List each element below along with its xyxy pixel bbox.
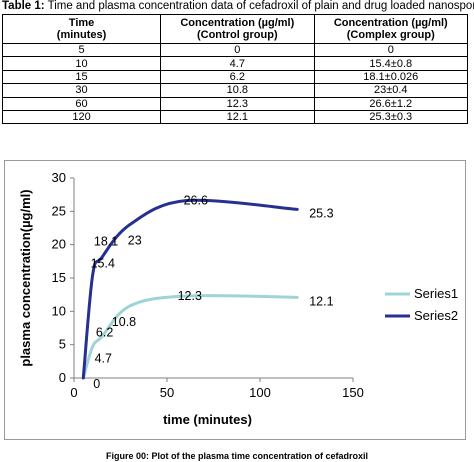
header-complex-line2: (Complex group)	[346, 29, 435, 41]
y-tick-label: 10	[52, 303, 66, 318]
header-time-line1: Time	[68, 17, 95, 29]
x-tick-label: 50	[160, 385, 174, 400]
data-label: 23	[128, 234, 142, 248]
cell-control: 6.2	[160, 69, 315, 85]
header-control: Concentration (µg/ml) (Control group)	[160, 14, 315, 44]
table-caption-label: Table 1:	[2, 0, 45, 12]
cell-time: 10	[1, 56, 162, 71]
table-caption: Table 1: Time and plasma concentration d…	[2, 0, 474, 13]
figure-caption: Figure 00: Plot of the plasma time conce…	[105, 451, 369, 461]
data-label: 25.3	[309, 206, 333, 220]
header-control-line1: Concentration (µg/ml)	[180, 17, 295, 29]
table-header-row: Time (minutes) Concentration (µg/ml) (Co…	[1, 14, 469, 44]
cell-control: 10.8	[160, 83, 315, 98]
series-line-series2	[81, 198, 299, 380]
y-tick-label: 0	[59, 370, 66, 385]
chart-frame: 0 5 10 15 20 25 30 0 50 100 150 time (minutes) plasm…	[4, 160, 466, 440]
legend-entry: Series1	[414, 286, 458, 301]
data-label: 6.2	[96, 326, 113, 340]
cell-control: 12.3	[160, 96, 315, 111]
cell-complex: 25.3±0.3	[313, 109, 469, 125]
cell-time: 120	[1, 109, 162, 125]
header-time: Time (minutes)	[1, 14, 162, 44]
cell-complex: 26.6±1.2	[313, 96, 469, 111]
y-tick-label: 30	[52, 170, 66, 185]
y-tick-label: 5	[59, 337, 66, 352]
header-complex-line1: Concentration (µg/ml)	[333, 17, 448, 29]
cell-time: 5	[1, 42, 162, 58]
cell-time: 30	[1, 83, 162, 98]
cell-control: 12.1	[160, 109, 315, 125]
concentration-chart: 0 5 10 15 20 25 30 0 50 100 150 time (minutes) plasm…	[18, 170, 458, 427]
y-tick-label: 20	[52, 237, 66, 252]
table-row: 10 4.7 15.4±0.8	[1, 56, 469, 71]
cell-control: 4.7	[160, 56, 315, 71]
cell-time: 60	[1, 96, 162, 111]
header-complex: Concentration (µg/ml) (Complex group)	[313, 14, 469, 44]
x-tick-label: 150	[342, 385, 364, 400]
data-label: 12.3	[178, 289, 202, 303]
data-label: 4.7	[95, 352, 112, 366]
table-row: 120 12.1 25.3±0.3	[1, 109, 469, 125]
cell-time: 15	[1, 69, 162, 85]
concentration-table: Time (minutes) Concentration (µg/ml) (Co…	[1, 14, 469, 125]
y-tick-label: 15	[52, 270, 66, 285]
x-tick-label: 0	[70, 385, 77, 400]
data-label: 12.1	[309, 294, 333, 308]
data-label: 26.6	[184, 194, 208, 208]
header-time-line2: (minutes)	[56, 29, 107, 41]
series-line-series1	[81, 294, 299, 380]
data-label: 10.8	[112, 315, 136, 329]
x-axis-label: time (minutes)	[163, 412, 252, 427]
y-axis-label: plasma concentration(µg/ml)	[18, 189, 33, 366]
x-tick-label: 100	[249, 385, 271, 400]
cell-complex: 18.1±0.026	[313, 69, 469, 85]
cell-control: 0	[160, 42, 315, 58]
y-tick-label: 25	[52, 203, 66, 218]
cell-complex: 15.4±0.8	[313, 56, 469, 71]
table-row: 5 0 0	[1, 42, 469, 58]
header-control-line2: (Control group)	[196, 29, 278, 41]
table-caption-text: Time and plasma concentration data of ce…	[47, 0, 474, 12]
table-row: 15 6.2 18.1±0.026	[1, 69, 469, 85]
table-row: 60 12.3 26.6±1.2	[1, 96, 469, 111]
cell-complex: 23±0.4	[313, 83, 469, 98]
cell-complex: 0	[313, 42, 469, 58]
data-label: 15.4	[91, 256, 115, 270]
table-row: 30 10.8 23±0.4	[1, 83, 469, 98]
data-label: 0	[93, 377, 100, 391]
legend-entry: Series2	[414, 308, 458, 323]
data-label: 18.1	[94, 234, 118, 248]
